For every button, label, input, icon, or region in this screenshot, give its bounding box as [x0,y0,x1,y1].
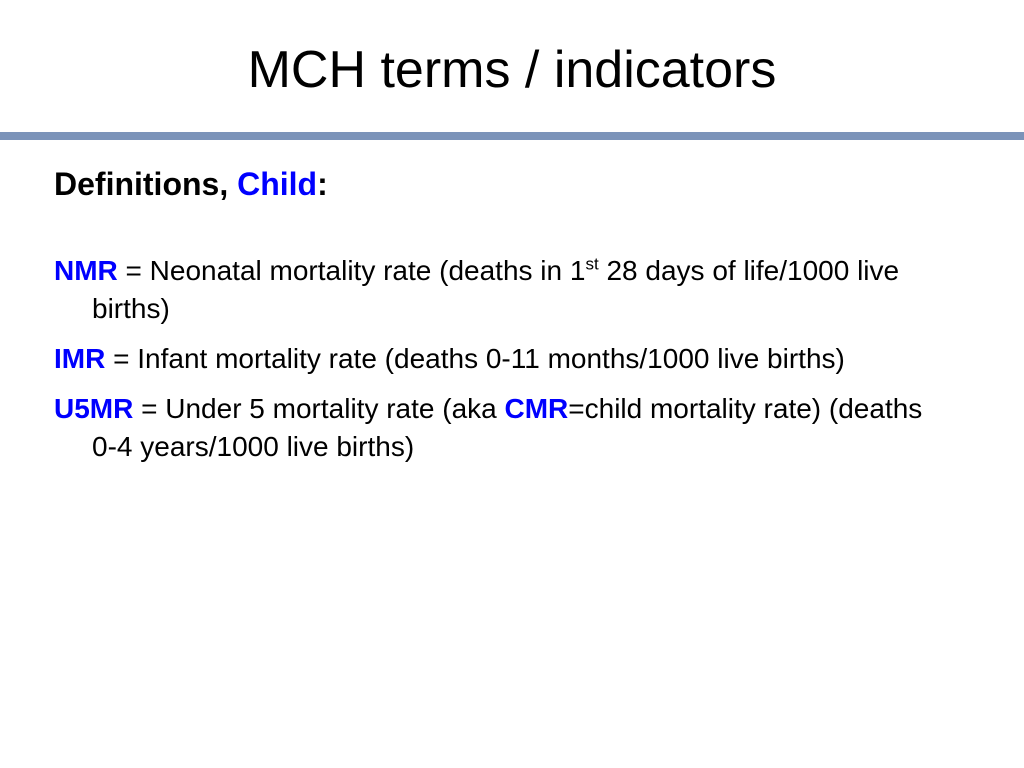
definition-text: = Neonatal mortality rate (deaths in 1 [117,255,586,286]
ordinal-superscript: st [585,254,599,274]
definition-nmr: NMR = Neonatal mortality rate (deaths in… [54,252,934,328]
definition-text: =child mortality rate) (deaths 0-4 years… [92,393,923,462]
definitions-heading: Definitions, Child: [54,160,934,208]
heading-suffix: : [317,166,328,202]
definition-abbreviation: NMR [54,255,118,286]
heading-prefix: Definitions, [54,166,229,202]
definition-u5mr: U5MR = Under 5 mortality rate (aka CMR=c… [54,390,934,466]
heading-keyword: Child [237,166,318,202]
definition-text: = Infant mortality rate (deaths 0-11 mon… [105,343,845,374]
definition-abbreviation: IMR [54,343,106,374]
definition-text: = Under 5 mortality rate (aka [133,393,505,424]
slide-content: Definitions, Child: NMR = Neonatal morta… [54,160,934,478]
definition-abbreviation-cmr: CMR [504,393,569,424]
definition-abbreviation: U5MR [54,393,134,424]
title-divider [0,132,1024,140]
definition-text: 28 days of life/1000 live births) [92,255,900,324]
slide-title: MCH terms / indicators [247,41,777,99]
definition-imr: IMR = Infant mortality rate (deaths 0-11… [54,340,934,378]
